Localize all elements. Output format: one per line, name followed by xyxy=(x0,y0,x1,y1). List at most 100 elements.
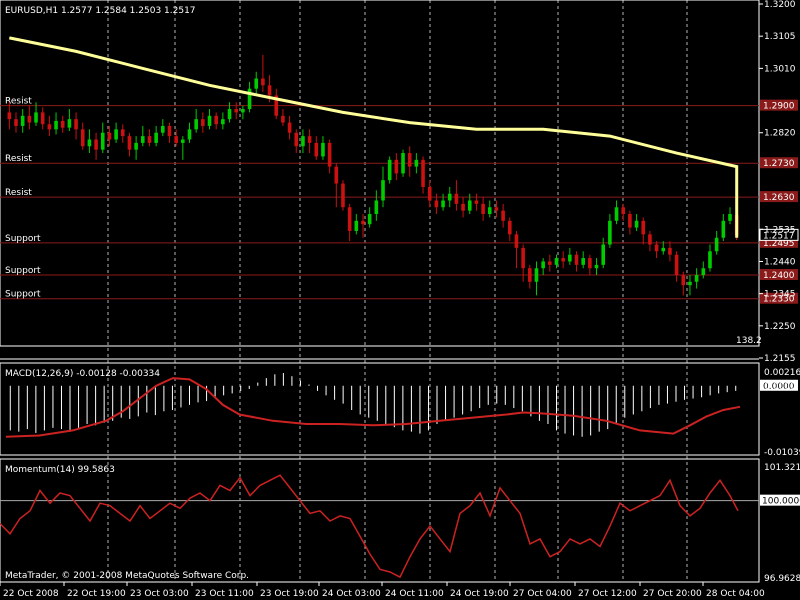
candle-body xyxy=(87,139,92,147)
momentum-title: Momentum(14) 99.5863 xyxy=(5,465,115,475)
level-tag-bg-2 xyxy=(760,191,798,203)
candle-73 xyxy=(494,200,499,218)
candle-75 xyxy=(507,217,512,242)
candle-18 xyxy=(127,132,132,157)
candle-body xyxy=(174,136,178,143)
candle-47 xyxy=(321,136,325,160)
macd-current-tag-bg xyxy=(760,379,798,391)
price-tick-label-8: 1.2155 xyxy=(764,354,796,364)
price-axis: 1.3200 1.3105 1.3010 1.2820 1.2535 1.2440 1.23… xyxy=(759,0,800,584)
macd-current-tag: 0.0000 xyxy=(763,382,795,392)
candle-12 xyxy=(87,129,92,154)
candle-body xyxy=(147,136,152,143)
candle-body xyxy=(714,237,719,252)
candle-92 xyxy=(621,203,626,221)
candle-body xyxy=(641,220,646,235)
candle-11 xyxy=(80,122,85,150)
candle-body xyxy=(207,115,212,126)
candle-body xyxy=(628,214,632,228)
candle-body xyxy=(281,115,285,123)
candle-body xyxy=(688,281,692,286)
candle-98 xyxy=(661,241,666,255)
candle-93 xyxy=(628,210,632,235)
candle-5 xyxy=(40,107,45,130)
time-tick-label-4: 23 Oct 19:00 xyxy=(260,589,319,599)
candle-body xyxy=(327,142,332,167)
momentum-indicator: 100.0000 xyxy=(0,474,800,579)
level-label-3: Support xyxy=(5,234,41,244)
chart-header: EURUSD,H1 1.2577 1.2584 1.2503 1.2517 xyxy=(5,6,196,16)
candle-body xyxy=(541,261,545,269)
time-tick-label-1: 22 Oct 19:00 xyxy=(67,589,126,599)
level-tag-3: 1.2495 xyxy=(763,239,795,249)
macd-title: MACD(12,26,9) -0.00128 -0.00334 xyxy=(5,369,160,379)
candle-88 xyxy=(594,258,599,276)
level-label-1: Resist xyxy=(5,154,32,164)
level-tag-bg-5 xyxy=(760,292,798,304)
candle-8 xyxy=(60,115,65,133)
momentum-tick-label-0: 101.3215 xyxy=(764,463,800,473)
candle-body xyxy=(161,125,165,133)
macd-signal-line xyxy=(5,377,741,438)
candle-body xyxy=(648,234,652,245)
candle-105 xyxy=(708,244,712,272)
candle-40 xyxy=(274,88,279,120)
candle-107 xyxy=(721,214,726,242)
candle-body xyxy=(120,129,125,137)
candle-53 xyxy=(361,214,365,238)
candle-28 xyxy=(194,109,198,133)
candle-15 xyxy=(107,125,112,147)
candle-7 xyxy=(54,112,58,135)
candle-body xyxy=(588,258,592,269)
candle-body xyxy=(140,136,145,143)
candle-body xyxy=(181,139,185,143)
candle-4 xyxy=(34,102,38,126)
candle-81 xyxy=(548,254,552,272)
candle-body xyxy=(507,220,512,235)
candle-106 xyxy=(714,230,719,255)
candle-33 xyxy=(227,102,232,123)
candle-body xyxy=(401,153,405,174)
candle-body xyxy=(354,220,359,231)
candle-body xyxy=(167,125,172,137)
candle-body xyxy=(668,247,672,255)
copyright-text: MetaTrader, © 2001-2008 MetaQuotes Softw… xyxy=(5,571,249,581)
level-tag-bg-1 xyxy=(760,157,798,169)
candle-body xyxy=(367,214,372,225)
candle-body xyxy=(80,129,85,147)
level-tag-bg-3 xyxy=(760,236,798,248)
candle-67 xyxy=(454,180,459,211)
moving-average-path xyxy=(9,36,739,238)
candle-17 xyxy=(120,124,125,143)
level-tag-4: 1.2400 xyxy=(763,271,795,281)
candle-body xyxy=(107,132,112,140)
candle-body xyxy=(548,261,552,265)
level-tag-bg-0 xyxy=(760,99,798,111)
bottom-value-label: 138.2 xyxy=(736,336,762,346)
macd-pane-frame xyxy=(0,362,760,456)
candle-76 xyxy=(514,230,519,269)
level-label-4: Support xyxy=(5,266,41,276)
candle-body xyxy=(100,132,105,150)
candle-body xyxy=(334,166,339,184)
candle-body xyxy=(621,207,626,215)
moving-average-line: 1.2517 xyxy=(9,36,799,241)
momentum-tick-label-2: 96.9628 xyxy=(764,574,800,584)
candle-79 xyxy=(534,261,539,296)
candle-body xyxy=(721,220,726,238)
candle-42 xyxy=(287,115,292,140)
candle-body xyxy=(614,207,619,221)
candle-21 xyxy=(147,129,152,147)
time-axis: 22 Oct 2008 22 Oct 19:00 23 Oct 03:00 23 Oc… xyxy=(0,582,765,599)
candle-64 xyxy=(434,193,439,215)
candle-51 xyxy=(347,203,352,242)
candle-body xyxy=(134,142,138,150)
candle-99 xyxy=(668,241,672,262)
candle-71 xyxy=(481,197,485,221)
candle-89 xyxy=(601,237,606,269)
candle-26 xyxy=(181,136,185,160)
candle-72 xyxy=(487,200,492,218)
candle-body xyxy=(301,136,305,147)
level-tag-1: 1.2730 xyxy=(763,159,795,169)
